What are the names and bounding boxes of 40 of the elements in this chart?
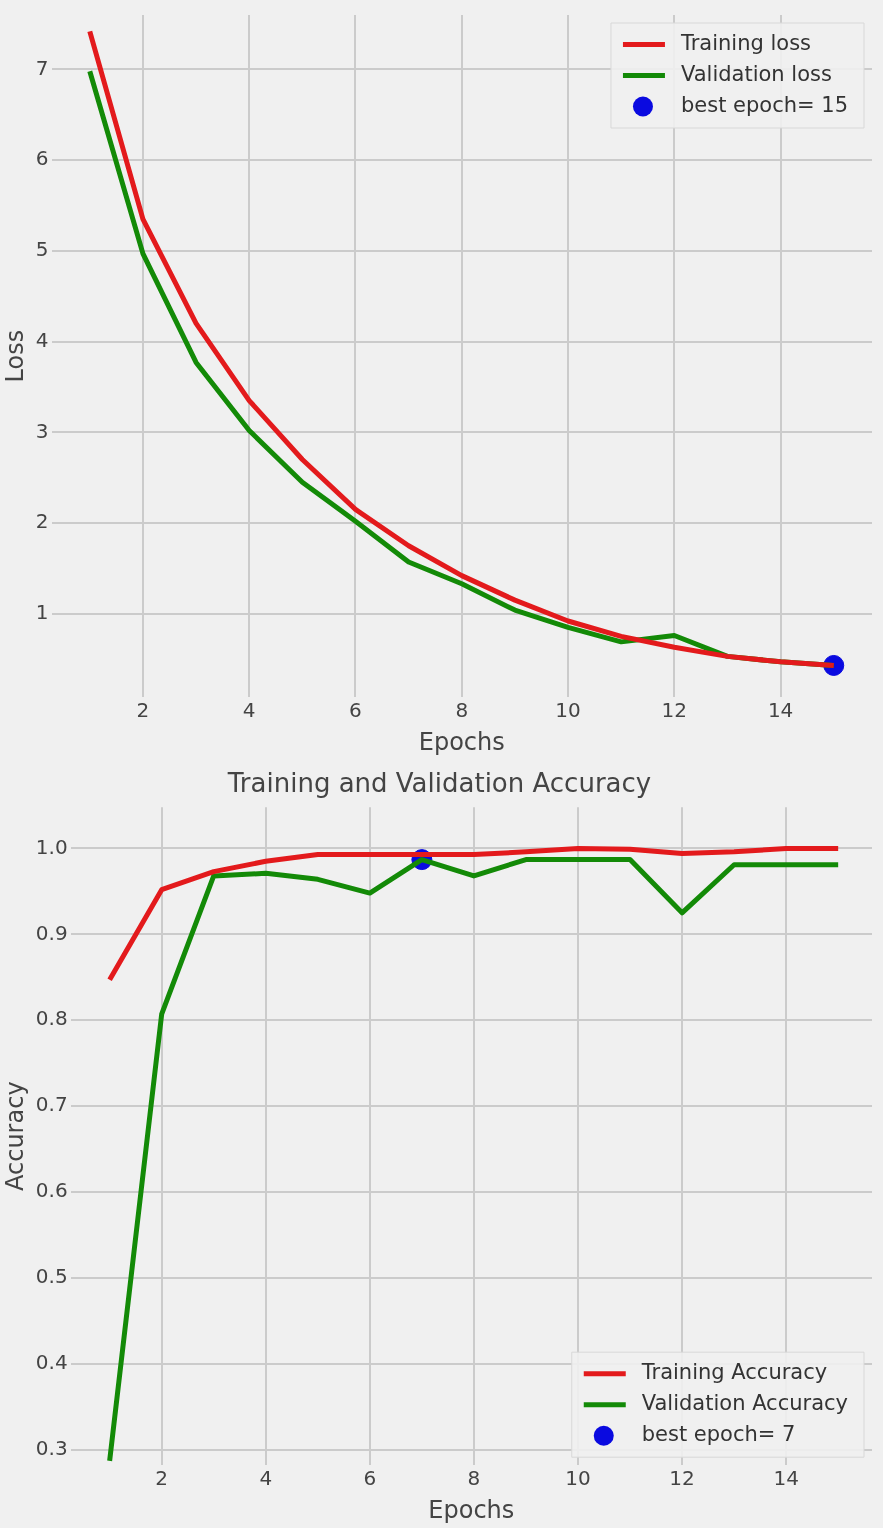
legend-label: best epoch= 7 bbox=[641, 1422, 796, 1447]
x-tick-label: 2 bbox=[155, 1466, 169, 1491]
legend-label: best epoch= 15 bbox=[680, 92, 848, 117]
y-tick-label: 7 bbox=[35, 55, 49, 80]
y-tick-label: 0.3 bbox=[35, 1435, 68, 1460]
x-tick-label: 4 bbox=[259, 1466, 273, 1491]
y-tick-label: 1.0 bbox=[35, 834, 68, 859]
legend-label: Validation loss bbox=[680, 61, 832, 86]
y-axis-title: Loss bbox=[0, 329, 29, 383]
x-axis-title: Epochs bbox=[418, 727, 505, 756]
x-tick-label: 14 bbox=[767, 698, 794, 723]
x-tick-label: 4 bbox=[242, 698, 256, 723]
y-tick-label: 0.4 bbox=[35, 1350, 68, 1375]
y-tick-label: 0.9 bbox=[35, 920, 68, 945]
x-tick-label: 8 bbox=[467, 1466, 481, 1491]
x-tick-label: 10 bbox=[565, 1466, 591, 1491]
y-tick-label: 0.6 bbox=[35, 1178, 68, 1203]
y-tick-label: 0.5 bbox=[35, 1264, 68, 1289]
chart-title: Training and Validation Accuracy bbox=[226, 768, 652, 799]
y-tick-label: 5 bbox=[35, 237, 49, 262]
x-axis-title: Epochs bbox=[428, 1495, 515, 1524]
legend-label: Validation Accuracy bbox=[641, 1391, 848, 1416]
x-tick-label: 10 bbox=[555, 698, 581, 723]
y-tick-label: 0.8 bbox=[35, 1006, 68, 1031]
y-axis-title: Accuracy bbox=[0, 1081, 29, 1191]
x-tick-label: 14 bbox=[773, 1466, 799, 1491]
y-tick-label: 0.7 bbox=[35, 1092, 68, 1117]
y-tick-label: 2 bbox=[35, 509, 49, 534]
x-tick-label: 2 bbox=[136, 698, 150, 723]
legend-label: Training loss bbox=[679, 30, 812, 55]
y-tick-label: 3 bbox=[35, 418, 49, 443]
x-tick-label: 6 bbox=[349, 698, 362, 723]
y-tick-label: 1 bbox=[35, 599, 49, 624]
x-tick-label: 12 bbox=[669, 1466, 695, 1491]
x-tick-label: 8 bbox=[455, 698, 469, 723]
x-tick-label: 12 bbox=[661, 698, 688, 723]
legend-label: Training Accuracy bbox=[640, 1360, 828, 1385]
y-tick-label: 6 bbox=[35, 146, 49, 171]
x-tick-label: 6 bbox=[363, 1466, 377, 1491]
y-tick-label: 4 bbox=[35, 327, 49, 352]
